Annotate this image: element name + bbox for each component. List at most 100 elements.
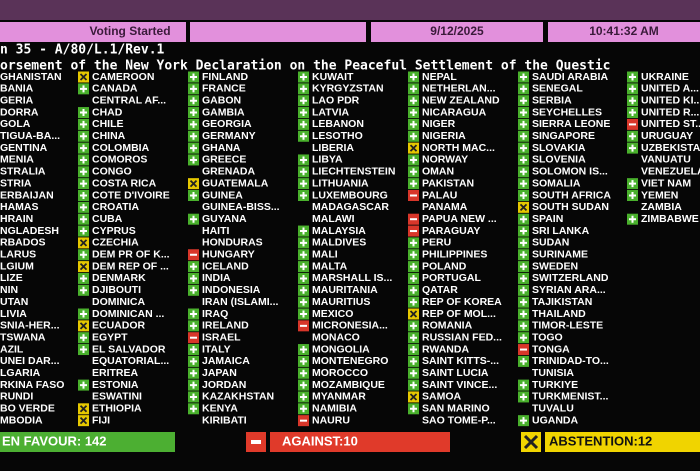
header-cell bbox=[548, 22, 700, 42]
country-name: DJIBOUTI bbox=[92, 284, 141, 296]
vote-plus bbox=[520, 85, 527, 93]
country-name: DOMINICA bbox=[92, 296, 145, 308]
country-name: LIBYA bbox=[312, 154, 343, 166]
country-name: ESTONIA bbox=[92, 379, 139, 391]
vote-plus bbox=[410, 251, 417, 259]
vote-plus bbox=[520, 310, 527, 318]
country-name: CAMEROON bbox=[92, 71, 154, 83]
vote-plus bbox=[190, 109, 197, 117]
country-name: NIGERIA bbox=[422, 130, 466, 142]
country-name: REP OF KOREA bbox=[422, 296, 502, 308]
vote-plus bbox=[629, 85, 636, 93]
vote-plus bbox=[520, 417, 527, 425]
country-name: PHILIPPINES bbox=[422, 249, 487, 261]
country-name: LEBANON bbox=[312, 118, 364, 130]
country-name: GUINEA-BISS... bbox=[202, 201, 280, 213]
vote-plus bbox=[190, 263, 197, 271]
vote-plus bbox=[520, 192, 527, 199]
vote-plus bbox=[410, 274, 417, 282]
country-name: STRALIA bbox=[0, 166, 46, 178]
top-band bbox=[0, 0, 700, 20]
country-name: IRELAND bbox=[202, 320, 249, 332]
country-name: ISRAEL bbox=[202, 331, 241, 343]
vote-plus bbox=[410, 357, 417, 365]
date: 9/12/2025 bbox=[430, 24, 484, 38]
country-name: MENIA bbox=[0, 154, 34, 166]
against-icon-bar bbox=[251, 440, 261, 444]
vote-plus bbox=[80, 203, 87, 211]
country-name: ITALY bbox=[202, 343, 231, 355]
country-name: KUWAIT bbox=[312, 71, 354, 83]
country-name: CHILE bbox=[92, 118, 124, 130]
country-name: ESWATINI bbox=[92, 391, 142, 403]
country-name: POLAND bbox=[422, 260, 467, 272]
vote-plus bbox=[300, 168, 307, 176]
country-name: MALI bbox=[312, 249, 338, 261]
vote-plus bbox=[300, 251, 307, 259]
country-name: MALTA bbox=[312, 260, 348, 272]
vote-plus bbox=[300, 369, 307, 377]
vote-plus bbox=[80, 192, 87, 199]
country-name: LATVIA bbox=[312, 106, 350, 118]
country-name: SAO TOME-P... bbox=[422, 414, 496, 426]
vote-plus bbox=[410, 109, 417, 117]
header-cell bbox=[0, 22, 186, 42]
country-name: MONTENEGRO bbox=[312, 355, 388, 367]
vote-plus bbox=[410, 156, 417, 164]
country-name: SWITZERLAND bbox=[532, 272, 609, 284]
country-name: URUGUAY bbox=[641, 130, 693, 142]
country-name: SENEGAL bbox=[532, 83, 583, 95]
country-name: COTE D'IVOIRE bbox=[92, 189, 170, 201]
country-name: KAZAKHSTAN bbox=[202, 391, 274, 403]
country-name: UTAN bbox=[0, 296, 28, 308]
vote-plus bbox=[190, 274, 197, 282]
vote-x bbox=[79, 322, 88, 330]
country-name: GEORGIA bbox=[202, 118, 252, 130]
vote-plus bbox=[520, 334, 527, 342]
country-name: IRAQ bbox=[202, 308, 228, 320]
vote-plus bbox=[300, 346, 307, 354]
vote-plus bbox=[300, 97, 307, 105]
country-name: HAITI bbox=[202, 225, 229, 237]
vote-plus bbox=[520, 120, 527, 128]
vote-plus bbox=[300, 109, 307, 117]
vote-plus bbox=[190, 357, 197, 365]
vote-plus bbox=[300, 120, 307, 128]
country-name: RWANDA bbox=[422, 343, 469, 355]
country-name: DEM REP OF ... bbox=[92, 260, 169, 272]
country-name: SAUDI ARABIA bbox=[532, 71, 608, 83]
country-name: MYANMAR bbox=[312, 391, 366, 403]
country-name: UKRAINE bbox=[641, 71, 689, 83]
country-name: MONACO bbox=[312, 331, 360, 343]
country-name: TSWANA bbox=[0, 331, 46, 343]
country-name: CZECHIA bbox=[92, 237, 139, 249]
vote-plus bbox=[80, 227, 87, 235]
country-name: LARUS bbox=[0, 249, 36, 261]
country-name: SUDAN bbox=[532, 237, 569, 249]
vote-x bbox=[79, 262, 88, 271]
country-name: RUNDI bbox=[0, 391, 33, 403]
vote-plus bbox=[520, 393, 527, 401]
country-name: COLOMBIA bbox=[92, 142, 150, 154]
vote-plus bbox=[300, 405, 307, 413]
vote-plus bbox=[190, 192, 197, 199]
country-name: SAINT VINCE... bbox=[422, 379, 497, 391]
vote-plus bbox=[190, 144, 197, 152]
country-name: NETHERLAN... bbox=[422, 83, 496, 95]
vote-plus bbox=[80, 120, 87, 128]
country-name: SAN MARINO bbox=[422, 403, 490, 415]
country-name: IRAN (ISLAMI... bbox=[202, 296, 278, 308]
header-cell bbox=[190, 22, 366, 42]
vote-plus bbox=[80, 168, 87, 176]
vote-plus bbox=[80, 381, 87, 389]
abstention-total: ABSTENTION:12 bbox=[549, 433, 652, 448]
country-name: EL SALVADOR bbox=[92, 343, 166, 355]
vote-plus bbox=[190, 381, 197, 389]
country-name: ZAMBIA bbox=[641, 201, 682, 213]
vote-plus bbox=[410, 97, 417, 105]
country-name: TONGA bbox=[532, 343, 570, 355]
vote-plus bbox=[80, 132, 87, 140]
country-name: LESOTHO bbox=[312, 130, 363, 142]
vote-x bbox=[79, 73, 88, 81]
